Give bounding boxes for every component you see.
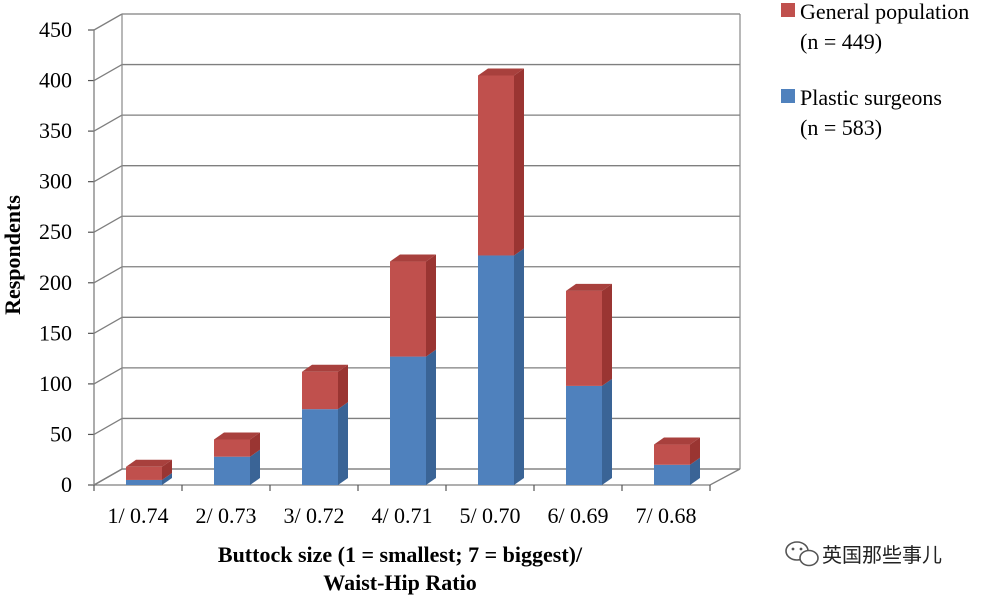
bar-plastic-surgeons-1 (126, 479, 162, 485)
y-tick-label: 200 (39, 270, 72, 295)
legend-label-plastic-surgeons: Plastic surgeons (800, 85, 942, 110)
bar-general-population-4 (390, 261, 426, 357)
y-tick-label: 50 (50, 421, 72, 446)
gridline-side (93, 114, 123, 132)
bar-general-population-3 (302, 371, 338, 410)
y-tick-label: 400 (39, 68, 72, 93)
bar-side-plastic-surgeons-5 (514, 248, 524, 485)
bar-top-general-population-2 (214, 432, 260, 440)
bar-general-population-7 (654, 444, 690, 465)
bar-side-plastic-surgeons-1 (162, 472, 172, 485)
gridline-side (93, 63, 123, 82)
labels-layer: 0 50 100 150 200 250 300 350 400 450 1/ 0.74 2/ 0.7… (39, 17, 697, 528)
bar-plastic-surgeons-2 (214, 456, 250, 485)
bar-plastic-surgeons-7 (654, 464, 690, 485)
bar-top-general-population-5 (478, 68, 524, 76)
gridline-side (93, 13, 123, 31)
bars-layer (126, 68, 700, 485)
bar-general-population-6 (566, 290, 602, 386)
bar-side-general-population-4 (426, 254, 436, 357)
bar-side-general-population-5 (514, 68, 524, 256)
bar-top-general-population-7 (654, 437, 700, 445)
gridline-side (93, 316, 123, 334)
x-tick-label-6: 6/ 0.69 (547, 503, 608, 528)
bar-plastic-surgeons-3 (302, 409, 338, 485)
y-tick-label: 100 (39, 371, 72, 396)
x-tick-label-1: 1/ 0.74 (107, 503, 168, 528)
bar-side-plastic-surgeons-3 (338, 402, 348, 485)
y-tick-label: 450 (39, 17, 72, 42)
bar-side-plastic-surgeons-6 (602, 378, 612, 485)
bar-top-general-population-3 (302, 364, 348, 372)
bar-plastic-surgeons-6 (566, 385, 602, 485)
x-tick-label-2: 2/ 0.73 (195, 503, 256, 528)
bar-plastic-surgeons-4 (390, 356, 426, 485)
x-tick-label-5: 5/ 0.70 (459, 503, 520, 528)
bar-plastic-surgeons-5 (478, 255, 514, 485)
x-axis-title-line2: Waist-Hip Ratio (323, 570, 476, 595)
bar-top-general-population-4 (390, 254, 436, 262)
y-tick-label: 0 (61, 472, 72, 497)
y-tick-label: 350 (39, 118, 72, 143)
bar-top-general-population-6 (566, 283, 612, 291)
wechat-icon (785, 541, 819, 567)
bar-side-general-population-7 (690, 437, 700, 465)
gridline-side (93, 367, 123, 385)
x-tick-label-4: 4/ 0.71 (371, 503, 432, 528)
bar-side-general-population-2 (250, 432, 260, 457)
x-axis-title-line1: Buttock size (1 = smallest; 7 = biggest)… (218, 542, 583, 567)
y-tick-label: 150 (39, 320, 72, 345)
legend-n-general-population: (n = 449) (800, 29, 882, 54)
y-tick-label: 300 (39, 169, 72, 194)
watermark-text: 英国那些事儿 (822, 544, 942, 567)
y-axis-title: Respondents (0, 195, 25, 315)
legend: General population (n = 449) Plastic sur… (781, 0, 969, 140)
bar-side-plastic-surgeons-2 (250, 449, 260, 485)
y-tick-label: 250 (39, 219, 72, 244)
gridline-side (93, 266, 123, 284)
bar-general-population-5 (478, 75, 514, 256)
legend-swatch-general-population (781, 3, 795, 17)
gridline-side (93, 215, 123, 233)
bar-general-population-2 (214, 439, 250, 457)
bar-side-plastic-surgeons-4 (426, 349, 436, 485)
bar-side-plastic-surgeons-7 (690, 457, 700, 485)
gridline-side (93, 417, 123, 436)
bar-side-general-population-1 (162, 459, 172, 480)
legend-label-general-population: General population (800, 0, 969, 24)
watermark: 英国那些事儿 (785, 541, 942, 567)
bar-side-general-population-3 (338, 364, 348, 410)
bar-general-population-1 (126, 466, 162, 480)
gridline-side (93, 165, 123, 183)
bar-side-general-population-6 (602, 283, 612, 386)
bar-top-general-population-1 (126, 459, 172, 467)
x-tick-label-3: 3/ 0.72 (283, 503, 344, 528)
legend-n-plastic-surgeons: (n = 583) (800, 115, 882, 140)
legend-swatch-plastic-surgeons (781, 89, 795, 103)
x-tick-label-7: 7/ 0.68 (635, 503, 696, 528)
